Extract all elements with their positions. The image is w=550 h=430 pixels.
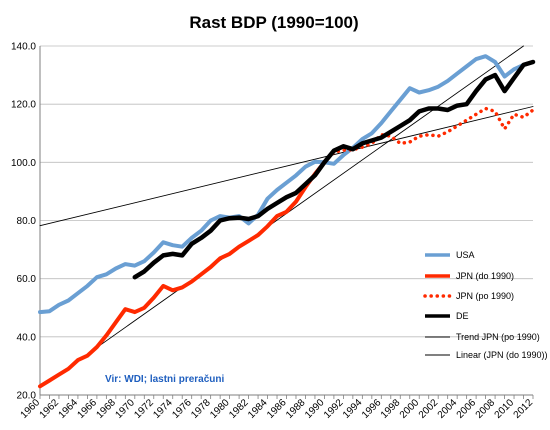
- series-line-usa: [38, 54, 535, 315]
- y-tick-label: 40.0: [17, 332, 37, 343]
- y-tick-label: 100.0: [11, 158, 36, 169]
- legend-label: JPN (po 1990): [456, 291, 514, 301]
- legend-label: JPN (do 1990): [456, 271, 514, 281]
- legend-label: USA: [456, 250, 475, 260]
- series-line-trend-jpn-po-1990: [39, 106, 534, 227]
- y-tick-label: 60.0: [17, 274, 37, 285]
- y-tick-label: 80.0: [17, 216, 37, 227]
- y-tick-label: 120.0: [11, 100, 36, 111]
- series-line-jpn-do-1990: [38, 160, 327, 389]
- legend-label: Trend JPN (po 1990): [456, 332, 540, 342]
- series-line-de: [132, 59, 536, 280]
- legend: USA JPN (do 1990) JPN (po 1990) DE Trend JPN…: [423, 250, 548, 360]
- source-note: Vir: WDI; lastni preračuni: [105, 374, 225, 385]
- y-tick-label: 140.0: [11, 42, 36, 53]
- legend-label: Linear (JPN (do 1990)): [456, 350, 548, 360]
- y-tick-label: 20.0: [17, 391, 37, 402]
- chart-title: Rast BDP (1990=100): [189, 13, 358, 32]
- legend-label: DE: [456, 311, 469, 321]
- series-line-linear-jpn-do-1990: [39, 45, 524, 389]
- series-layer: [38, 45, 536, 389]
